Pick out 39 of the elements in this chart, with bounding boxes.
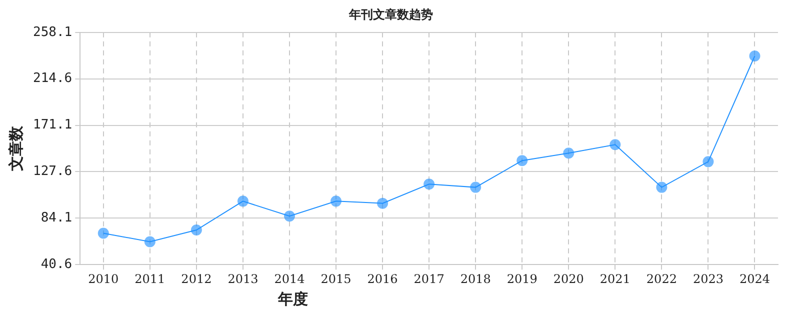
y-tick-label: 214.6 bbox=[32, 71, 72, 86]
y-axis-title: 文章数 bbox=[6, 125, 25, 172]
point bbox=[237, 196, 248, 207]
x-tick-label: 2021 bbox=[600, 272, 630, 286]
x-tick-label: 2014 bbox=[274, 272, 306, 286]
point bbox=[563, 148, 574, 159]
point bbox=[749, 50, 760, 62]
y-tick-label: 40.6 bbox=[40, 256, 72, 272]
x-axis-title: 年度 bbox=[278, 290, 308, 309]
point bbox=[98, 228, 109, 239]
x-tick-label: 2012 bbox=[181, 272, 212, 286]
point bbox=[144, 236, 156, 248]
point bbox=[610, 139, 621, 150]
x-tick-label: 2024 bbox=[739, 272, 770, 286]
y-tick-label: 258.1 bbox=[32, 24, 72, 40]
y-tick-label: 127.6 bbox=[32, 164, 72, 180]
y-tick-label: 84.1 bbox=[40, 210, 72, 226]
point bbox=[377, 198, 388, 209]
chart-title: 年刊文章数趋势 bbox=[348, 7, 433, 22]
point bbox=[284, 210, 295, 222]
x-tick-label: 2018 bbox=[460, 272, 491, 286]
x-tick-label: 2015 bbox=[320, 272, 352, 286]
point bbox=[702, 156, 714, 168]
point bbox=[656, 182, 668, 193]
x-tick-label: 2011 bbox=[134, 272, 166, 286]
x-tick-label: 2010 bbox=[88, 272, 119, 286]
x-tick-label: 2020 bbox=[553, 272, 584, 286]
x-tick-label: 2013 bbox=[228, 272, 258, 286]
point bbox=[330, 196, 342, 207]
x-tick-label: 2022 bbox=[646, 272, 677, 286]
x-tick-label: 2017 bbox=[414, 272, 444, 286]
point bbox=[470, 182, 482, 193]
y-tick-label: 171.1 bbox=[32, 118, 72, 133]
x-tick-label: 2019 bbox=[506, 272, 538, 286]
x-tick-label: 2016 bbox=[367, 272, 398, 286]
x-tick-label: 2023 bbox=[692, 272, 724, 286]
point bbox=[516, 155, 528, 166]
point bbox=[424, 178, 435, 190]
point bbox=[190, 224, 202, 236]
